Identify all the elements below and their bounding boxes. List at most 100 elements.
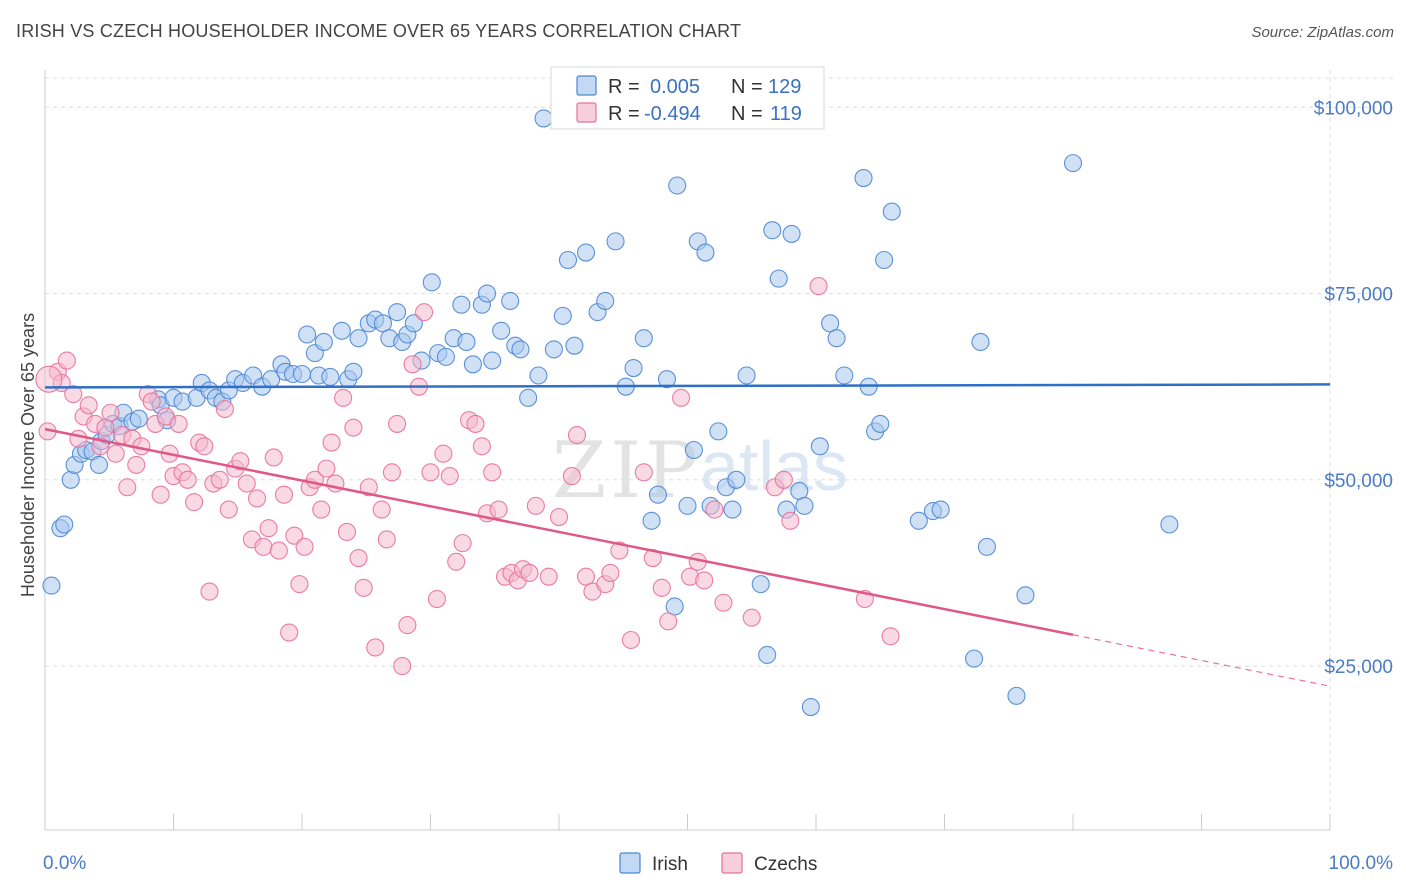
irish-point	[511, 340, 530, 359]
czechs-point	[231, 452, 250, 471]
irish-point	[565, 336, 584, 355]
czechs-point	[169, 414, 188, 433]
legend-czechs-n-label: N =	[731, 103, 763, 125]
czechs-point	[447, 552, 466, 571]
czechs-point	[69, 429, 88, 448]
irish-point	[758, 645, 777, 664]
irish-point	[463, 355, 482, 374]
czechs-point	[388, 414, 407, 433]
irish-point	[821, 314, 840, 333]
czechs-point	[280, 623, 299, 642]
x-tick-labels: 0.0% 100.0%	[43, 853, 1393, 874]
czechs-point	[472, 437, 491, 456]
czechs-point	[809, 277, 828, 296]
irish-point	[657, 370, 676, 389]
legend-irish-n-label: N =	[731, 76, 763, 98]
irish-point	[349, 329, 368, 348]
irish-point	[483, 351, 502, 370]
czechs-point	[695, 571, 714, 590]
correlation-legend: R = 0.005 N = 129 R = -0.494 N = 119	[550, 66, 825, 130]
irish-point	[1007, 686, 1026, 705]
czechs-point	[237, 474, 256, 493]
irish-point	[723, 500, 742, 519]
czechs-point	[264, 448, 283, 467]
irish-point	[89, 455, 109, 474]
czechs-point	[742, 608, 761, 627]
irish-point	[737, 366, 756, 385]
czechs-point	[101, 403, 120, 422]
irish-point	[810, 437, 829, 456]
czechs-point	[295, 537, 314, 556]
czechs-point	[659, 612, 678, 631]
czechs-point	[453, 534, 472, 553]
legend-irish-r-label: R =	[608, 76, 640, 98]
irish-point	[684, 440, 703, 460]
czechs-point	[881, 627, 900, 646]
irish-point	[977, 537, 996, 556]
irish-point	[321, 367, 340, 387]
irish-point	[404, 314, 423, 333]
irish-point	[1016, 586, 1035, 605]
irish-point	[492, 321, 511, 340]
czechs-point	[421, 463, 440, 482]
bottom-legend-irish-label: Irish	[652, 854, 688, 875]
czechs-point	[440, 467, 459, 486]
czechs-point	[290, 575, 309, 594]
czechs-point	[57, 351, 76, 370]
irish-point	[501, 291, 520, 311]
czechs-point	[322, 433, 341, 452]
czechs-point	[354, 578, 373, 597]
czechs-point	[483, 463, 502, 482]
czechs-point	[359, 478, 378, 497]
czechs-point	[576, 567, 596, 586]
irish-point	[606, 232, 625, 251]
czechs-point	[774, 470, 793, 489]
czechs-point	[35, 365, 63, 393]
irish-point	[882, 202, 901, 221]
irish-point	[292, 364, 312, 384]
irish-point	[965, 649, 984, 668]
irish-point	[42, 576, 61, 595]
y-tick-label: $50,000	[1324, 471, 1393, 492]
czechs-point	[366, 638, 385, 657]
bottom-legend: Irish Czechs	[619, 852, 817, 875]
czechs-point	[142, 392, 161, 411]
irish-point	[668, 176, 687, 195]
czechs-point	[79, 396, 98, 415]
irish-point	[553, 306, 572, 325]
czechs-point	[672, 388, 691, 407]
legend-czechs-swatch	[576, 102, 597, 123]
x-tick-label-min: 0.0%	[43, 853, 86, 874]
czechs-point	[393, 657, 412, 676]
irish-point	[596, 291, 615, 311]
czechs-point	[781, 511, 800, 530]
czechs-trend-line	[44, 427, 1074, 637]
czechs-trend-extension	[1072, 634, 1331, 687]
czechs-point	[274, 485, 294, 504]
legend-irish-r-value: 0.005	[650, 76, 700, 98]
czechs-point	[466, 414, 485, 433]
y-tick-labels: $25,000 $50,000 $75,000 $100,000	[1314, 98, 1393, 678]
irish-point	[648, 485, 667, 504]
irish-trend-line	[44, 383, 1331, 389]
bottom-legend-czechs-swatch	[721, 852, 743, 874]
czechs-point	[254, 537, 273, 556]
irish-point	[763, 221, 782, 240]
czechs-point	[151, 485, 170, 504]
czechs-point	[549, 508, 569, 527]
irish-point	[624, 358, 643, 378]
czechs-point	[567, 426, 587, 445]
irish-point	[751, 575, 770, 594]
czechs-point	[526, 496, 545, 515]
irish-point	[875, 250, 894, 270]
irish-point	[971, 332, 990, 352]
irish-points	[42, 109, 1179, 717]
czechs-point	[427, 589, 446, 609]
legend-czechs-r-label: R =	[608, 103, 640, 125]
irish-point	[344, 362, 363, 381]
irish-point	[795, 496, 814, 515]
irish-point	[931, 500, 950, 519]
czechs-point	[344, 418, 363, 437]
irish-point	[61, 470, 80, 489]
czechs-point	[312, 500, 331, 519]
